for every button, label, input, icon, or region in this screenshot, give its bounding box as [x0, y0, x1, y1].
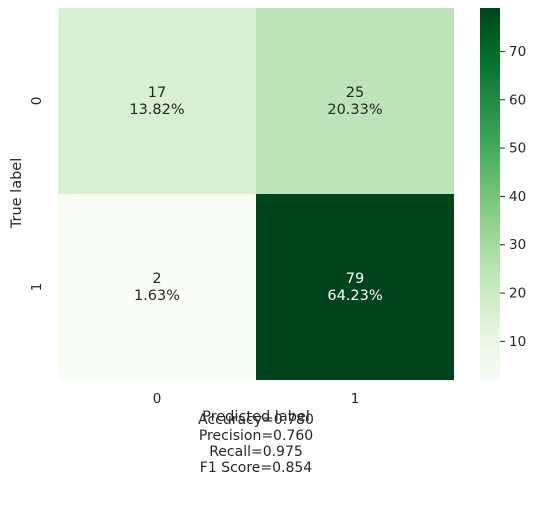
colorbar-tick-label: 10: [509, 334, 526, 350]
x-tick-label: 0: [153, 391, 162, 407]
cell-percent-label: 13.82%: [129, 102, 184, 118]
cell-count-label: 79: [346, 271, 364, 287]
f1-score-text: F1 Score=0.854: [199, 460, 313, 476]
cell-count-label: 17: [148, 85, 166, 101]
recall-text: Recall=0.975: [209, 444, 303, 460]
colorbar-tick-label: 70: [509, 44, 526, 60]
cell-percent-label: 64.23%: [327, 288, 382, 304]
y-tick-label: 1: [29, 283, 45, 292]
heatmap-cell-1-1: [256, 194, 454, 380]
colorbar-tick-label: 20: [509, 286, 526, 302]
cell-count-label: 2: [152, 271, 161, 287]
heatmap-cell-1-0: [58, 194, 256, 380]
heatmap-cells: [58, 8, 454, 380]
precision-text: Precision=0.760: [198, 428, 314, 444]
heatmap-cell-0-1: [256, 8, 454, 194]
colorbar-tick-label: 30: [509, 237, 526, 253]
cell-percent-label: 1.63%: [134, 288, 180, 304]
colorbar-tick-label: 40: [509, 189, 526, 205]
colorbar: [480, 8, 500, 380]
cell-count-label: 25: [346, 85, 364, 101]
x-tick-label: 1: [351, 391, 360, 407]
y-tick-label: 0: [29, 97, 45, 106]
heatmap-cell-0-0: [58, 8, 256, 194]
colorbar-tick-label: 50: [509, 141, 526, 157]
cell-percent-label: 20.33%: [327, 102, 382, 118]
y-axis-ticks: 01: [29, 97, 45, 292]
colorbar-ticks: 10 20 30 40 50 60 70: [500, 44, 526, 350]
colorbar-tick-label: 60: [509, 92, 526, 108]
x-axis-label: Predicted label: [202, 409, 310, 425]
accuracy-text: Accuracy=0.780: [198, 412, 314, 428]
y-axis-label: True label: [9, 158, 25, 229]
metrics-block: Accuracy=0.780 Precision=0.760 Recall=0.…: [156, 412, 356, 476]
